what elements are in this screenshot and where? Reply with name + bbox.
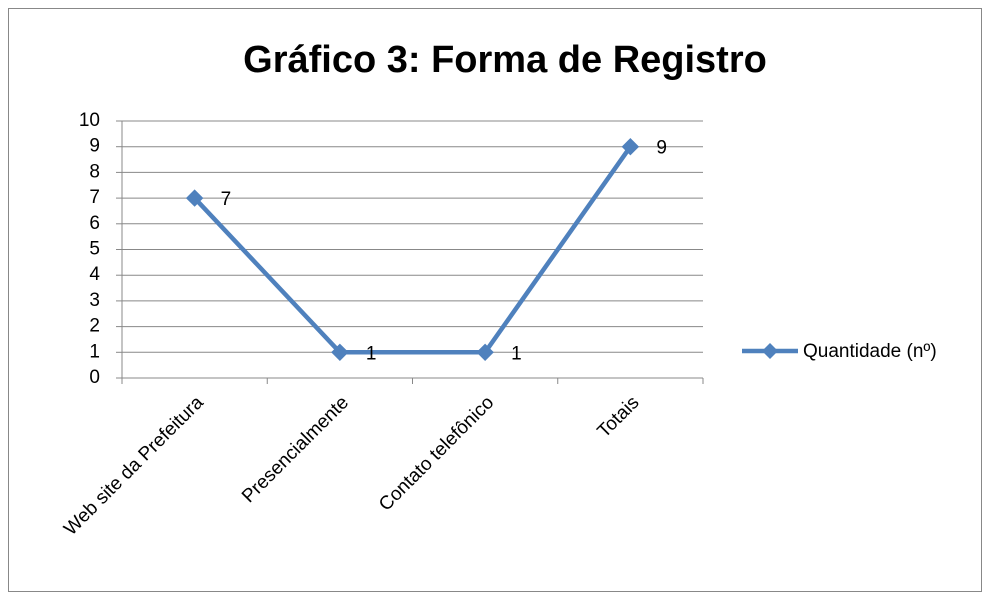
y-tick-label: 0 — [89, 367, 100, 388]
data-label: 7 — [221, 189, 232, 210]
y-tick-label: 4 — [89, 264, 100, 285]
series-line — [192, 145, 633, 355]
data-point — [331, 343, 349, 362]
chart-frame — [8, 8, 982, 592]
data-point — [621, 137, 640, 156]
y-tick-label: 5 — [89, 239, 100, 260]
data-label: 1 — [366, 343, 377, 364]
data-point — [476, 343, 494, 362]
y-tick-label: 7 — [89, 187, 100, 208]
legend-marker — [762, 343, 778, 359]
y-tick-label: 9 — [89, 136, 100, 157]
data-label: 9 — [656, 138, 667, 159]
legend-label: Quantidade (nº) — [803, 341, 937, 362]
y-tick-label: 2 — [89, 316, 100, 337]
y-tick-label: 1 — [89, 341, 100, 362]
y-tick-label: 6 — [89, 213, 100, 234]
y-tick-label: 8 — [89, 161, 100, 182]
data-point — [185, 189, 204, 207]
chart-title: Gráfico 3: Forma de Registro — [243, 39, 767, 81]
y-tick-label: 3 — [89, 290, 100, 311]
data-label: 1 — [511, 343, 522, 364]
y-tick-label: 10 — [79, 110, 100, 131]
